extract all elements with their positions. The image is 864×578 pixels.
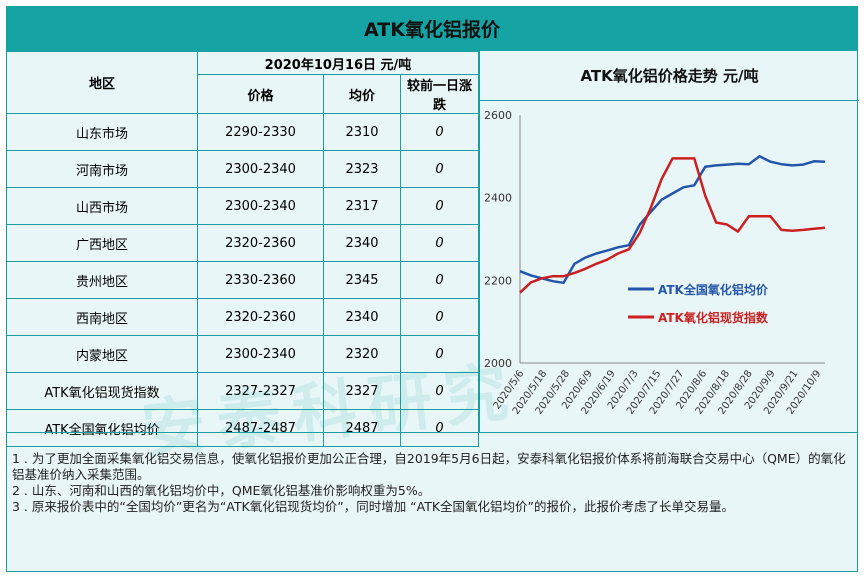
region-cell: 内蒙地区 bbox=[6, 335, 198, 373]
region-cell: 山东市场 bbox=[6, 113, 198, 151]
avg-cell: 2340 bbox=[323, 224, 401, 262]
legend-label: ATK全国氧化铝均价 bbox=[658, 282, 769, 297]
region-cell: 贵州地区 bbox=[6, 261, 198, 299]
change-cell: 0 bbox=[400, 409, 479, 447]
note-2: 2 . 山东、河南和山西的氧化铝均价中，QME氧化铝基准价影响权重为5%。 bbox=[12, 483, 431, 498]
region-cell: 西南地区 bbox=[6, 298, 198, 336]
change-cell: 0 bbox=[400, 113, 479, 151]
region-cell: ATK全国氧化铝均价 bbox=[6, 409, 198, 447]
avg-cell: 2345 bbox=[323, 261, 401, 299]
note-3: 3 . 原来报价表中的“全国均价”更名为“ATK氧化铝现货均价”，同时增加 “A… bbox=[12, 499, 735, 514]
series-line-2 bbox=[519, 157, 826, 294]
price-cell: 2290-2330 bbox=[197, 113, 324, 151]
chart-title: ATK氧化铝价格走势 元/吨 bbox=[480, 51, 859, 101]
change-cell: 0 bbox=[400, 187, 479, 225]
price-cell: 2300-2340 bbox=[197, 187, 324, 225]
table-row: ATK全国氧化铝均价 2487-2487 2487 0 bbox=[6, 409, 479, 447]
trend-chart: ATK氧化铝价格走势 元/吨 2600 2400 2200 2000 2020/5/6 2… bbox=[479, 51, 859, 432]
price-cell: 2487-2487 bbox=[197, 409, 324, 447]
avg-cell: 2317 bbox=[323, 187, 401, 225]
table-row: 西南地区 2320-2360 2340 0 bbox=[6, 298, 479, 336]
page-title: ATK氧化铝报价 bbox=[6, 6, 858, 51]
region-header: 地区 bbox=[6, 51, 198, 114]
avg-cell: 2327 bbox=[323, 372, 401, 410]
price-cell: 2320-2360 bbox=[197, 224, 324, 262]
table-row: 贵州地区 2330-2360 2345 0 bbox=[6, 261, 479, 299]
avg-cell: 2310 bbox=[323, 113, 401, 151]
price-cell: 2320-2360 bbox=[197, 298, 324, 336]
note-1: 1 . 为了更加全面采集氧化铝交易信息，使氧化铝报价更加公正合理，自2019年5… bbox=[12, 451, 846, 482]
notes: 1 . 为了更加全面采集氧化铝交易信息，使氧化铝报价更加公正合理，自2019年5… bbox=[6, 432, 858, 515]
avg-cell: 2340 bbox=[323, 298, 401, 336]
region-cell: 广西地区 bbox=[6, 224, 198, 262]
price-table: 地区 2020年10月16日 元/吨 价格 均价 较前一日涨跌 山东市场 2290… bbox=[6, 51, 479, 447]
y-tick-label: 2200 bbox=[484, 274, 512, 287]
y-tick-label: 2600 bbox=[484, 109, 512, 122]
price-cell: 2300-2340 bbox=[197, 335, 324, 373]
price-cell: 2327-2327 bbox=[197, 372, 324, 410]
change-cell: 0 bbox=[400, 224, 479, 262]
avg-cell: 2320 bbox=[323, 335, 401, 373]
change-cell: 0 bbox=[400, 298, 479, 336]
table-row: 河南市场 2300-2340 2323 0 bbox=[6, 150, 479, 188]
price-col-header: 价格 bbox=[197, 74, 324, 114]
change-cell: 0 bbox=[400, 335, 479, 373]
table-row: 广西地区 2320-2360 2340 0 bbox=[6, 224, 479, 262]
table-row: ATK氧化铝现货指数 2327-2327 2327 0 bbox=[6, 372, 479, 410]
price-cell: 2330-2360 bbox=[197, 261, 324, 299]
change-cell: 0 bbox=[400, 372, 479, 410]
change-col-header: 较前一日涨跌 bbox=[400, 74, 479, 114]
avg-cell: 2323 bbox=[323, 150, 401, 188]
y-tick-label: 2000 bbox=[484, 357, 512, 370]
series-line-1 bbox=[519, 155, 826, 285]
avg-col-header: 均价 bbox=[323, 74, 401, 114]
table-row: 山西市场 2300-2340 2317 0 bbox=[6, 187, 479, 225]
price-cell: 2300-2340 bbox=[197, 150, 324, 188]
region-cell: ATK氧化铝现货指数 bbox=[6, 372, 198, 410]
chart-canvas: 26002400220020002020/5/62020/5/182020/5/… bbox=[484, 109, 826, 417]
table-row: 山东市场 2290-2330 2310 0 bbox=[6, 113, 479, 151]
region-cell: 河南市场 bbox=[6, 150, 198, 188]
y-tick-label: 2400 bbox=[484, 192, 512, 205]
legend-label: ATK氧化铝现货指数 bbox=[658, 310, 769, 325]
table-row: 内蒙地区 2300-2340 2320 0 bbox=[6, 335, 479, 373]
region-cell: 山西市场 bbox=[6, 187, 198, 225]
change-cell: 0 bbox=[400, 150, 479, 188]
date-header: 2020年10月16日 元/吨 bbox=[197, 51, 479, 75]
change-cell: 0 bbox=[400, 261, 479, 299]
avg-cell: 2487 bbox=[323, 409, 401, 447]
